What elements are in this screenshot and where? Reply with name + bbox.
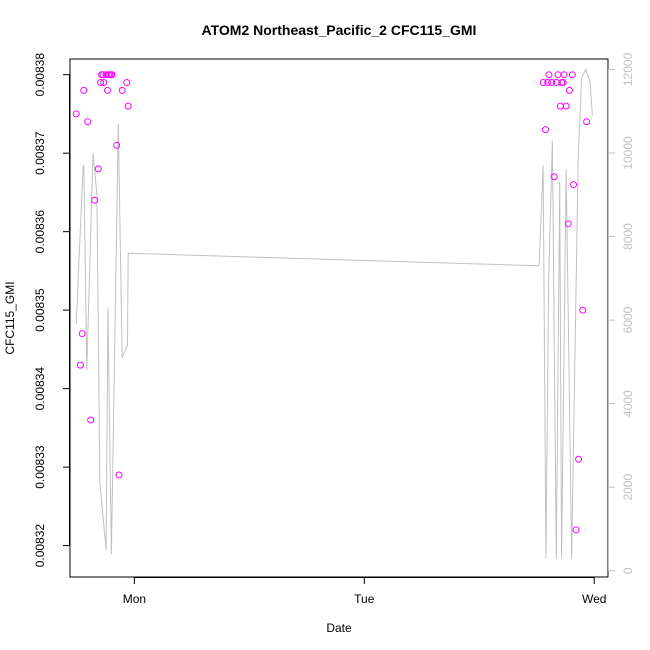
data-point [562, 102, 570, 110]
series-line [75, 68, 593, 559]
y-right-tick-label: 12000 [621, 52, 635, 86]
data-point [97, 79, 105, 87]
data-point [564, 220, 572, 228]
y-axis-left: 0.00832 0.00833 0.00834 0.00835 0.00836 0.008… [33, 53, 70, 568]
data-point [123, 79, 131, 87]
data-point [115, 471, 123, 479]
y-left-tick-label: 0.00835 [33, 288, 47, 332]
x-axis: Mon Tue Wed [123, 577, 606, 606]
data-point [94, 165, 102, 173]
data-point [579, 306, 587, 314]
chart-title: ATOM2 Northeast_Pacific_2 CFC115_GMI [202, 22, 477, 38]
x-axis-label: Date [326, 621, 352, 635]
data-point [108, 71, 116, 79]
data-point [541, 126, 549, 134]
data-point [565, 86, 573, 94]
data-point [572, 526, 580, 534]
y-right-tick-label: 8000 [621, 223, 635, 250]
data-point [91, 196, 99, 204]
data-point [568, 71, 576, 79]
data-point [100, 79, 108, 87]
data-point [124, 102, 132, 110]
y-left-tick-label: 0.00837 [33, 131, 47, 175]
data-point [80, 86, 88, 94]
data-point [575, 455, 583, 463]
y-right-tick-label: 2000 [621, 474, 635, 501]
y-right-tick-label: 0 [621, 567, 635, 574]
y-left-tick-label: 0.00838 [33, 53, 47, 97]
data-point [583, 118, 591, 126]
data-point [545, 71, 553, 79]
data-point [72, 110, 80, 118]
data-point [548, 79, 556, 87]
y-right-tick-label: 4000 [621, 390, 635, 417]
x-tick-label: Mon [123, 592, 146, 606]
data-point [76, 361, 84, 369]
data-point [113, 141, 121, 149]
data-point [570, 181, 578, 189]
y-axis-label: CFC115_GMI [3, 281, 17, 354]
y-left-tick-label: 0.00834 [33, 367, 47, 411]
data-point [103, 86, 111, 94]
x-tick-label: Wed [582, 592, 606, 606]
y-right-tick-label: 10000 [621, 136, 635, 170]
data-point [87, 416, 95, 424]
data-point [118, 86, 126, 94]
right-axis-series-line [75, 68, 593, 559]
data-point [84, 118, 92, 126]
y-left-tick-label: 0.00832 [33, 524, 47, 568]
data-point [559, 79, 567, 87]
y-left-tick-label: 0.00836 [33, 210, 47, 254]
data-point [544, 79, 552, 87]
x-tick-label: Tue [354, 592, 375, 606]
data-points [72, 71, 591, 534]
y-right-tick-label: 6000 [621, 306, 635, 333]
data-point [78, 330, 86, 338]
data-point [550, 173, 558, 181]
y-left-tick-label: 0.00833 [33, 445, 47, 489]
data-point [560, 71, 568, 79]
y-axis-right: 0 2000 4000 6000 8000 10000 12000 [608, 52, 635, 574]
data-point [539, 79, 547, 87]
